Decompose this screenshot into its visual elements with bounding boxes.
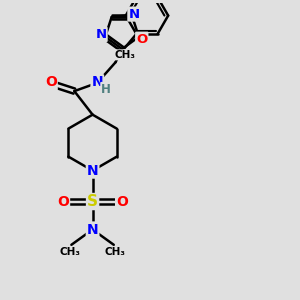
Text: O: O <box>136 33 147 46</box>
Text: CH₃: CH₃ <box>59 247 80 257</box>
Text: N: N <box>92 75 103 89</box>
Text: CH₃: CH₃ <box>114 50 135 60</box>
Text: O: O <box>45 75 57 89</box>
Text: N: N <box>128 8 140 21</box>
Text: N: N <box>95 28 107 41</box>
Text: S: S <box>87 194 98 209</box>
Text: N: N <box>87 223 98 236</box>
Text: O: O <box>116 194 128 208</box>
Text: CH₃: CH₃ <box>105 247 126 257</box>
Text: N: N <box>87 164 98 178</box>
Text: O: O <box>57 194 69 208</box>
Text: H: H <box>101 83 111 96</box>
